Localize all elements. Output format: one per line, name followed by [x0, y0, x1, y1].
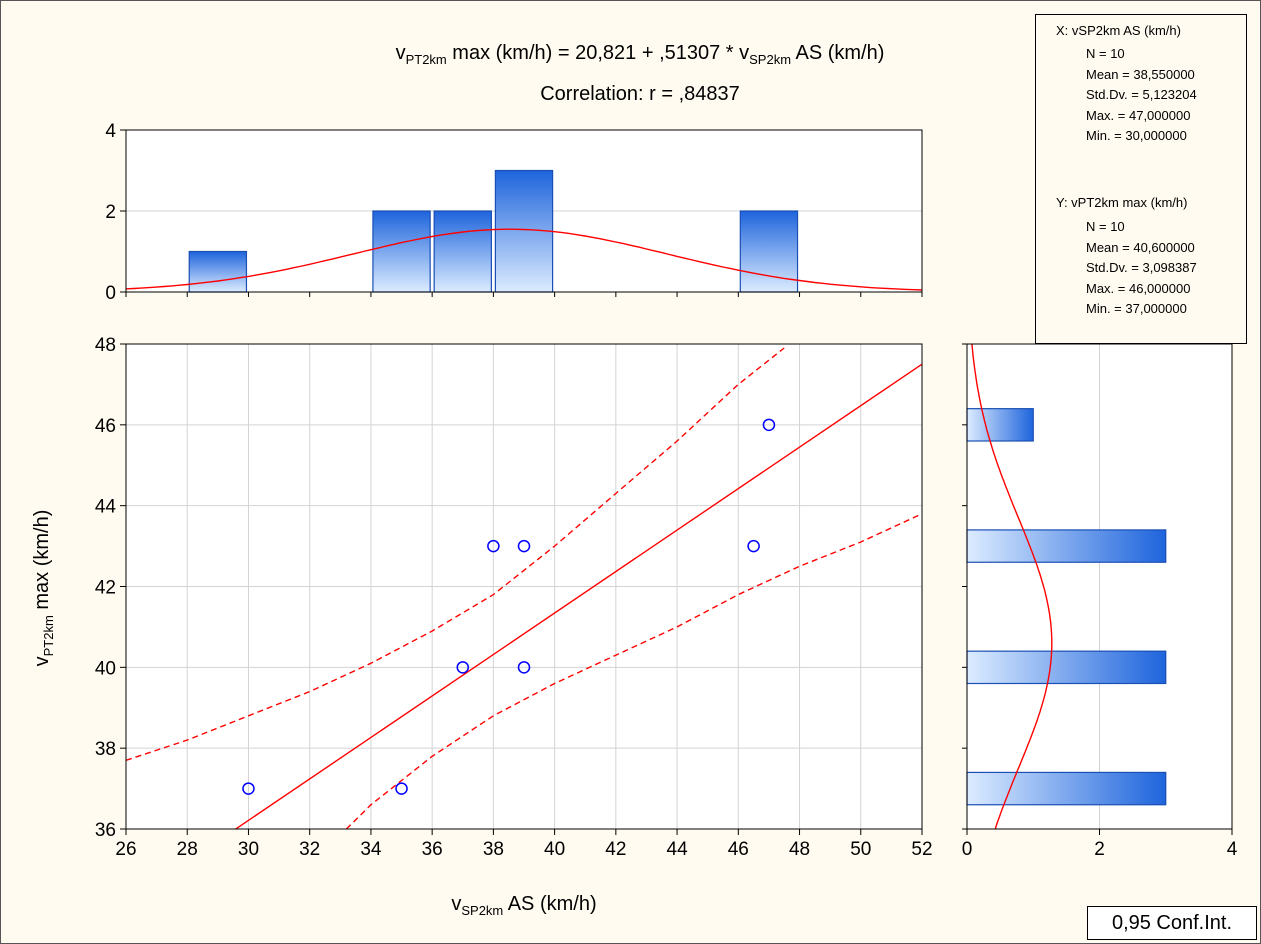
- x-tick-label: 28: [177, 839, 198, 860]
- stats-y-line: Mean = 40,600000: [1086, 239, 1195, 255]
- x-tick-label: 36: [422, 839, 443, 860]
- y-histogram-bar: [966, 529, 1167, 563]
- x-normal-curve: [126, 228, 922, 291]
- stats-y-line: Std.Dv. = 3,098387: [1086, 260, 1197, 275]
- data-point: [487, 539, 500, 553]
- stats-y-line: N = 10: [1086, 219, 1125, 234]
- y-histogram-bar: [966, 771, 1167, 806]
- data-point: [762, 418, 776, 432]
- x-histogram-y-tick-label: 2: [105, 202, 116, 223]
- x-tick-label: 30: [238, 839, 259, 860]
- y-histogram-border: [966, 343, 1233, 830]
- x-tick-label: 26: [115, 839, 136, 860]
- correlation-subtitle: Correlation: r = ,84837: [540, 83, 740, 105]
- y-histogram-x-tick-label: 4: [1227, 839, 1238, 860]
- y-histogram-x-tick-label: 0: [962, 839, 973, 860]
- y-tick-label: 46: [95, 416, 116, 437]
- y-tick-label: 40: [95, 658, 116, 679]
- x-histogram-bar: [372, 210, 431, 293]
- y-axis-label: vPT2km max (km/h): [31, 510, 56, 667]
- stats-x-line: Min. = 30,000000: [1086, 128, 1187, 143]
- stats-x-line: Std.Dv. = 5,123204: [1086, 87, 1197, 102]
- x-histogram: 0 2 4: [105, 121, 923, 304]
- scatter-series: [126, 347, 922, 829]
- x-histogram-y-tick-label: 0: [105, 283, 116, 304]
- confidence-interval-legend: 0,95 Conf.Int.: [1087, 906, 1257, 940]
- x-tick-label: 50: [850, 839, 871, 860]
- x-histogram-bar: [739, 210, 799, 293]
- stats-x-line: N = 10: [1086, 46, 1125, 61]
- y-histogram-bar: [966, 650, 1167, 685]
- x-tick-label: 32: [299, 839, 320, 860]
- data-point: [747, 539, 760, 553]
- confidence-band-lower: [345, 513, 922, 829]
- y-normal-curve: [971, 344, 1053, 829]
- x-tick-label: 44: [667, 839, 689, 860]
- y-tick-label: 38: [95, 739, 116, 760]
- x-tick-label: 38: [483, 839, 504, 860]
- x-histogram-border: [125, 129, 923, 293]
- data-point: [517, 539, 531, 553]
- x-tick-label: 52: [911, 839, 932, 860]
- x-axis-label: vSP2km AS (km/h): [451, 893, 596, 918]
- stats-x-line: Mean = 38,550000: [1086, 66, 1195, 82]
- stats-x-header: X: vSP2km AS (km/h): [1056, 23, 1181, 38]
- descriptive-stats-box: X: vSP2km AS (km/h) N = 10 Mean = 38,55000…: [1035, 14, 1247, 344]
- data-point: [517, 661, 531, 674]
- stats-y-header: Y: vPT2km max (km/h): [1056, 195, 1188, 210]
- data-point: [395, 782, 408, 795]
- chart-title: vPT2km max (km/h) = 20,821 + ,51307 * vS…: [396, 42, 885, 67]
- stats-y-line: Max. = 46,000000: [1086, 280, 1191, 296]
- x-tick-label: 46: [728, 839, 749, 860]
- y-tick-label: 44: [95, 497, 117, 518]
- y-histogram-bar: [966, 408, 1034, 442]
- stats-x-line: Max. = 47,000000: [1086, 107, 1191, 123]
- y-histogram-x-tick-label: 2: [1094, 839, 1105, 860]
- y-tick-label: 48: [95, 335, 116, 356]
- regression-line: [234, 363, 922, 829]
- x-histogram-y-tick-label: 4: [105, 121, 116, 142]
- x-tick-label: 34: [360, 839, 382, 860]
- x-tick-label: 48: [789, 839, 810, 860]
- scatter-plot: 26 28 30 32 34 36 38 40 42 44 46 48 50 52 36 38 40 42 44 46…: [95, 335, 933, 860]
- x-histogram-bar: [433, 210, 492, 293]
- x-tick-label: 40: [544, 839, 565, 860]
- x-histogram-bar: [188, 250, 248, 293]
- y-tick-label: 36: [95, 820, 116, 841]
- data-point: [242, 782, 255, 795]
- data-point: [456, 661, 470, 674]
- stats-y-line: Min. = 37,000000: [1086, 301, 1187, 316]
- scatter-plot-border: [125, 343, 923, 830]
- x-tick-label: 42: [605, 839, 626, 860]
- y-tick-label: 42: [95, 578, 116, 599]
- y-histogram: 0 2 4: [962, 343, 1238, 860]
